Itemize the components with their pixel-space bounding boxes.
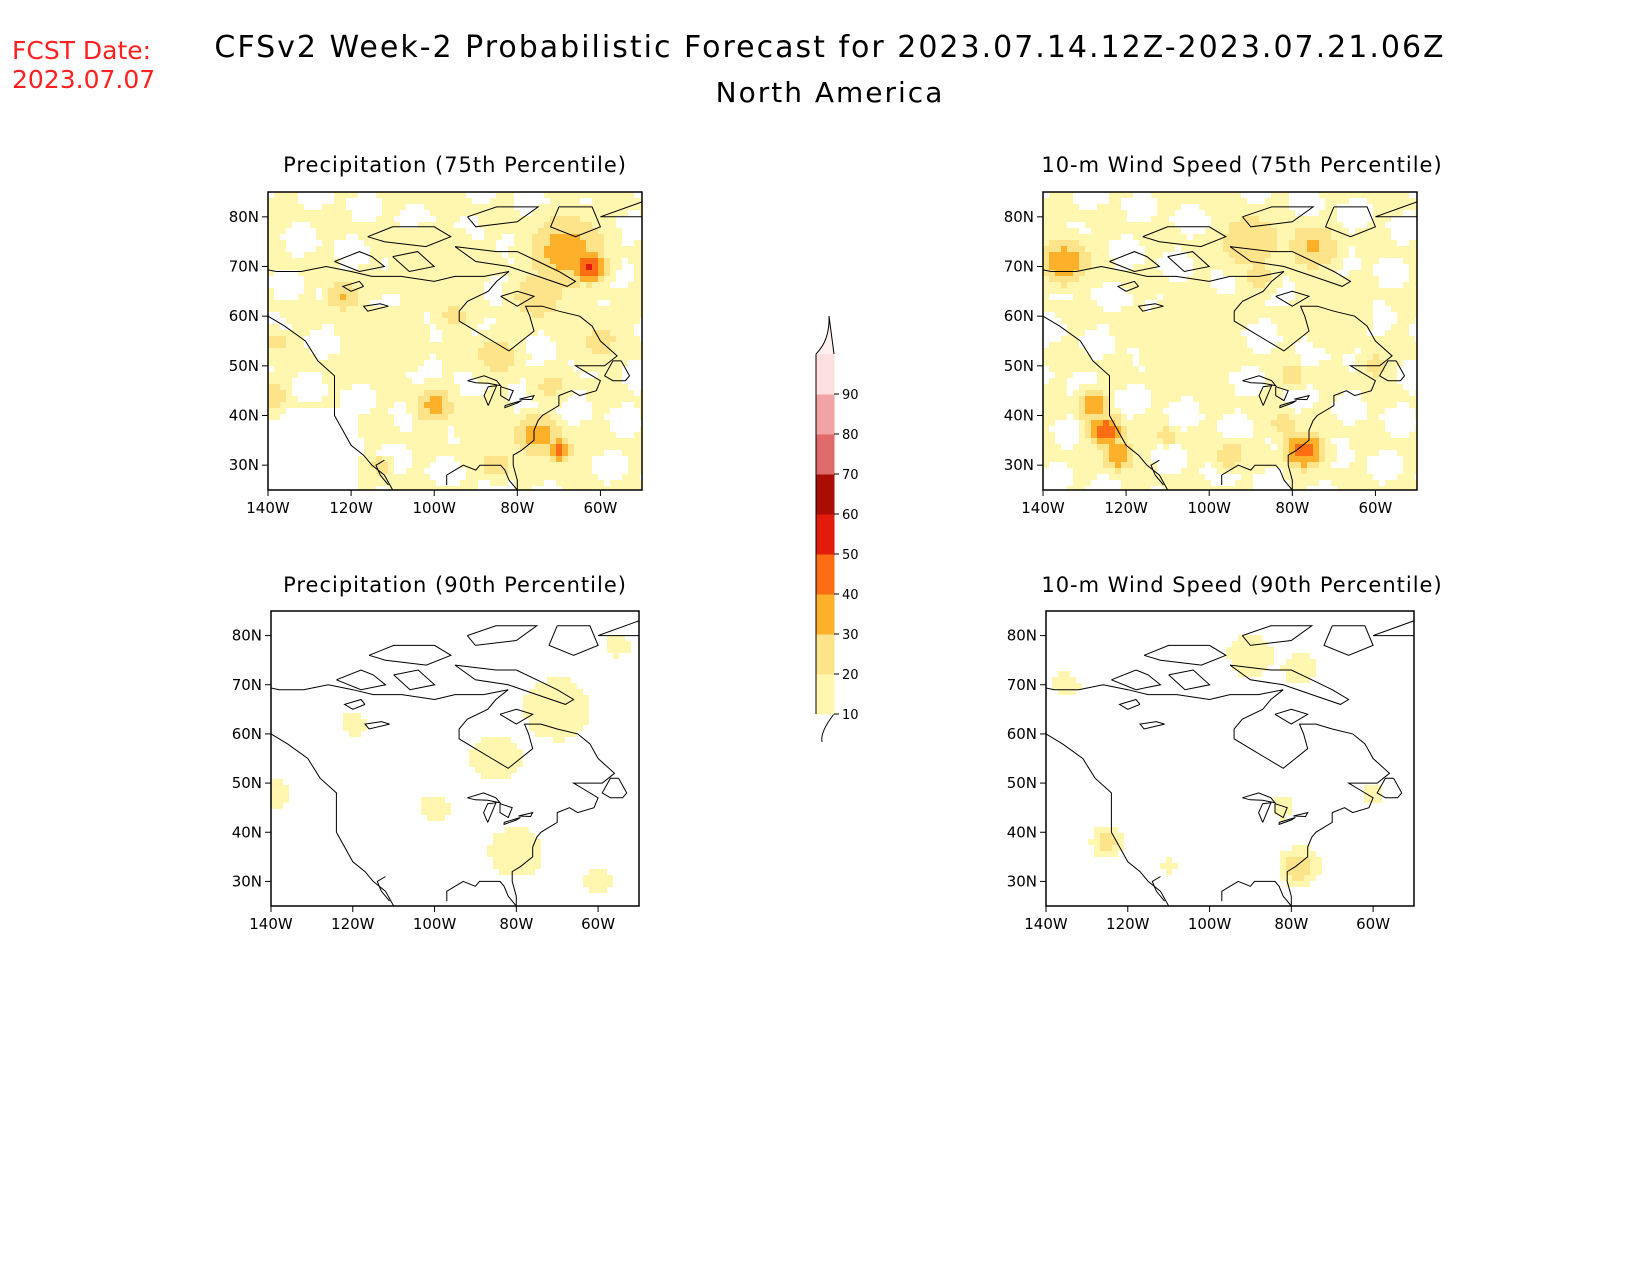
coastlines — [1046, 620, 1414, 906]
lon-tick-label: 80W — [500, 499, 534, 517]
lat-tick-label: 70N — [229, 258, 259, 276]
panel-title: Precipitation (90th Percentile) — [283, 573, 627, 597]
colorbar-swatch — [815, 473, 835, 515]
lon-tick-label: 140W — [246, 499, 290, 517]
panel-frame — [1045, 610, 1415, 907]
forecast-date-block: FCST Date: 2023.07.07 — [12, 36, 155, 94]
lon-tick-label: 120W — [1104, 499, 1148, 517]
lon-tick-label: 140W — [249, 915, 293, 933]
colorbar-label: 70 — [842, 468, 859, 483]
lat-tick-label: 60N — [229, 307, 259, 325]
lon-tick-label: 60W — [581, 915, 615, 933]
colorbar-swatch — [815, 553, 835, 595]
lon-tick-label: 60W — [1356, 915, 1390, 933]
map-panel-wind75: 10-m Wind Speed (75th Percentile) 140W 120… — [1004, 153, 1442, 517]
colorbar-label: 10 — [842, 708, 859, 723]
lon-tick-label: 80W — [499, 915, 533, 933]
lat-tick-label: 80N — [1004, 208, 1034, 226]
page-subtitle: North America — [715, 76, 945, 109]
lon-tick-label: 100W — [1187, 499, 1231, 517]
lon-tick-label: 80W — [1274, 915, 1308, 933]
lon-tick-label: 60W — [1358, 499, 1392, 517]
lon-tick-label: 140W — [1024, 915, 1068, 933]
colorbar-swatch — [815, 433, 835, 475]
lat-tick-label: 60N — [232, 725, 262, 743]
lat-tick-label: 50N — [232, 774, 262, 792]
lon-tick-label: 80W — [1275, 499, 1309, 517]
lon-tick-label: 100W — [412, 499, 456, 517]
panel-frame — [267, 191, 643, 491]
lon-tick-label: 120W — [1106, 915, 1150, 933]
coastlines — [268, 201, 642, 490]
lat-tick-label: 70N — [232, 676, 262, 694]
panel-frame — [1042, 191, 1418, 491]
colorbar-label: 60 — [842, 508, 859, 523]
lat-tick-label: 60N — [1007, 725, 1037, 743]
lat-tick-label: 50N — [229, 357, 259, 375]
lon-tick-label: 120W — [331, 915, 375, 933]
lat-tick-label: 80N — [229, 208, 259, 226]
lat-tick-label: 50N — [1004, 357, 1034, 375]
colorbar-swatch — [815, 353, 835, 395]
colorbar-label: 90 — [842, 388, 859, 403]
lon-tick-label: 60W — [583, 499, 617, 517]
panel-title: 10-m Wind Speed (90th Percentile) — [1041, 573, 1442, 597]
colorbar-label: 80 — [842, 428, 859, 443]
lat-tick-label: 30N — [1007, 872, 1037, 890]
forecast-date-value: 2023.07.07 — [12, 65, 156, 94]
coastlines — [271, 620, 639, 906]
lat-tick-label: 70N — [1004, 258, 1034, 276]
panel-frame — [270, 610, 640, 907]
lon-tick-label: 100W — [1188, 915, 1232, 933]
panel-title: Precipitation (75th Percentile) — [283, 153, 627, 177]
lat-tick-label: 30N — [1004, 456, 1034, 474]
lat-tick-label: 50N — [1007, 774, 1037, 792]
colorbar-label: 20 — [842, 668, 859, 683]
lat-tick-label: 40N — [229, 407, 259, 425]
colorbar-swatch — [815, 593, 835, 635]
coastlines — [1043, 201, 1417, 490]
page-title: CFSv2 Week-2 Probabilistic Forecast for … — [214, 30, 1446, 65]
map-panel-wind90: 10-m Wind Speed (90th Percentile) 140W 120… — [1007, 573, 1442, 933]
lon-tick-label: 120W — [329, 499, 373, 517]
map-panel-precip75: Precipitation (75th Percentile) 140W 120W 1… — [229, 153, 643, 517]
colorbar-swatch — [815, 673, 835, 715]
lat-tick-label: 40N — [232, 823, 262, 841]
colorbar-swatch — [815, 393, 835, 435]
colorbar-swatch — [815, 633, 835, 675]
panel-title: 10-m Wind Speed (75th Percentile) — [1041, 153, 1442, 177]
lat-tick-label: 80N — [232, 627, 262, 645]
colorbar-label: 50 — [842, 548, 859, 563]
lat-tick-label: 60N — [1004, 307, 1034, 325]
lat-tick-label: 30N — [232, 872, 262, 890]
colorbar-label: 40 — [842, 588, 859, 603]
lon-tick-label: 140W — [1021, 499, 1065, 517]
lat-tick-label: 40N — [1004, 407, 1034, 425]
forecast-date-label: FCST Date: — [12, 36, 152, 65]
colorbar-label: 30 — [842, 628, 859, 643]
map-panel-precip90: Precipitation (90th Percentile) 140W 120W 1… — [232, 573, 640, 933]
colorbar: 10 20 30 40 50 60 70 80 90 — [815, 315, 859, 743]
lat-tick-label: 30N — [229, 456, 259, 474]
lon-tick-label: 100W — [413, 915, 457, 933]
lat-tick-label: 70N — [1007, 676, 1037, 694]
lat-tick-label: 40N — [1007, 823, 1037, 841]
lat-tick-label: 80N — [1007, 627, 1037, 645]
colorbar-swatch — [815, 513, 835, 555]
